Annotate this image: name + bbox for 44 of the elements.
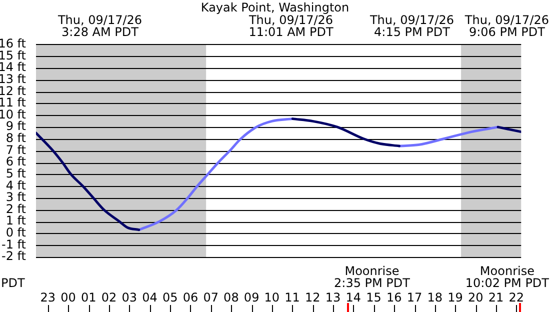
text: Thu, 09/17/26 11:01 AM PDT — [248, 13, 334, 40]
x-tick-label: 03 — [122, 290, 137, 304]
x-tick-label: 07 — [203, 290, 218, 304]
x-tick-label: 13 — [325, 290, 341, 304]
text: Thu, 09/17/26 9:06 PM PDT — [464, 13, 550, 40]
x-tick-label: 06 — [182, 290, 198, 304]
x-tick-label: 16 — [386, 290, 402, 304]
x-tick-label: 19 — [448, 290, 463, 304]
x-tick-label: 10 — [264, 290, 280, 304]
y-tick-label: 2 ft — [6, 202, 26, 216]
y-tick-label: 4 ft — [6, 178, 26, 192]
x-tick-label: 21 — [488, 290, 504, 304]
text: Thu, 09/17/26 4:15 PM PDT — [368, 13, 454, 40]
x-tick-label: 17 — [406, 290, 422, 304]
x-tick-label: 14 — [346, 290, 362, 304]
x-tick-label: 04 — [142, 290, 158, 304]
y-tick-label: 0 ft — [6, 226, 26, 240]
y-tick-label: -1 ft — [2, 237, 26, 252]
x-tick-label: 20 — [468, 290, 484, 304]
y-tick-label: 7 ft — [6, 142, 26, 157]
x-tick-label: 02 — [101, 290, 117, 304]
x-tick-label: 23 — [40, 290, 56, 304]
text: PDT — [0, 276, 26, 290]
x-tick-label: 12 — [305, 290, 320, 304]
x-tick-label: 01 — [80, 290, 96, 304]
x-tick-label: 15 — [366, 290, 382, 304]
y-tick-label: 1 ft — [6, 214, 26, 228]
y-tick-label: 5 ft — [6, 166, 26, 180]
y-tick-label: 3 ft — [6, 190, 26, 204]
y-tick-label: -2 ft — [2, 249, 26, 264]
text: Moonrise 2:35 PM PDT — [334, 264, 411, 290]
chart-title: Kayak Point, Washington — [200, 0, 350, 14]
y-tick-label: 9 ft — [6, 119, 26, 134]
x-tick-label: 08 — [224, 290, 239, 304]
x-tick-label: 00 — [60, 290, 76, 304]
x-tick-label: 18 — [427, 290, 443, 304]
y-tick-label: 6 ft — [6, 154, 26, 169]
text: Thu, 09/17/26 3:28 AM PDT — [56, 13, 142, 40]
x-tick-label: 09 — [244, 290, 260, 304]
x-tick-label: 22 — [508, 290, 524, 304]
x-tick-label: 11 — [284, 290, 300, 304]
x-tick-label: 05 — [162, 290, 178, 304]
text: Moonrise 10:02 PM PDT — [465, 264, 550, 290]
y-tick-label: 8 ft — [6, 131, 26, 146]
